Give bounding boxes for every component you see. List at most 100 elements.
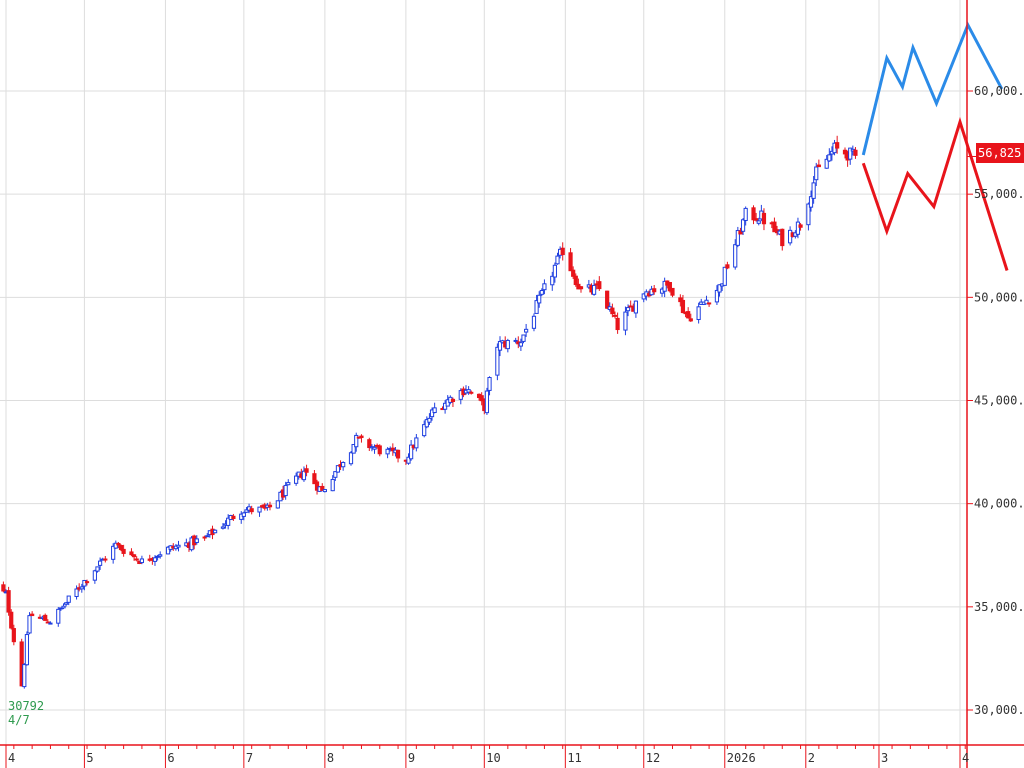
y-tick-label: 55,000. (974, 187, 1024, 201)
candle-down (754, 218, 759, 221)
candle-up (743, 207, 748, 221)
low-price-annotation: 30792 (8, 699, 45, 713)
candle-up (61, 605, 66, 609)
y-tick-label: 45,000. (974, 394, 1024, 408)
candle-up (484, 390, 490, 414)
candle-up (155, 555, 160, 558)
candle-up (513, 339, 518, 342)
candle-up (82, 579, 87, 587)
candle-down (320, 485, 325, 491)
candle-down (560, 247, 565, 256)
candle-up (351, 443, 356, 454)
candle-up (552, 264, 557, 278)
x-tick-label: 11 (567, 751, 581, 765)
candle-up (205, 535, 210, 538)
candle-down (680, 299, 686, 314)
candle-down (450, 398, 456, 403)
candle-up (113, 542, 118, 549)
candle-down (314, 481, 320, 491)
candle-up (74, 588, 79, 598)
candle-up (662, 280, 667, 292)
candle-up (537, 294, 542, 304)
candle-down (6, 590, 11, 613)
candle-down (568, 252, 573, 272)
candle-up (212, 529, 218, 534)
candle-up (95, 566, 100, 572)
candle-up (733, 244, 738, 268)
candle-up (333, 471, 338, 478)
candle-down (835, 142, 840, 149)
candle-up (244, 509, 249, 513)
candle-up (555, 255, 560, 265)
candle-down (578, 286, 584, 290)
candle-up (497, 340, 503, 351)
candle-up (241, 512, 246, 517)
candle-down (129, 551, 134, 556)
candle-up (294, 475, 299, 484)
candle-up (97, 560, 103, 566)
x-tick-label: 4 (8, 751, 15, 765)
candle-up (717, 284, 722, 293)
candle-down (43, 614, 48, 621)
candle-down (469, 391, 474, 394)
candle-down (9, 611, 14, 629)
candle-up (827, 154, 832, 162)
candle-up (633, 300, 639, 314)
candle-up (301, 470, 307, 481)
candle-down (116, 542, 121, 546)
candle-down (610, 307, 615, 315)
candle-down (798, 224, 803, 228)
candle-up (487, 377, 492, 391)
candle-down (390, 447, 395, 452)
candle-up (79, 586, 84, 590)
candle-down (615, 317, 620, 331)
candle-up (354, 434, 359, 448)
candle-up (591, 284, 597, 295)
x-tick-label: 7 (246, 751, 253, 765)
candle-down (359, 435, 364, 439)
candle-up (111, 545, 116, 560)
forecast-line-1 (861, 21, 1004, 156)
candle-up (704, 299, 709, 305)
candle-down (678, 297, 683, 303)
candle-up (24, 634, 30, 666)
candle-down (816, 164, 821, 168)
x-tick-label: 12 (646, 751, 660, 765)
candle-down (706, 302, 712, 305)
candle-up (48, 622, 53, 625)
candle-up (22, 664, 27, 688)
candle-up (220, 526, 226, 529)
candle-down (103, 558, 108, 561)
candle-down (686, 311, 691, 319)
forecast-lines (861, 21, 1009, 271)
candle-up (542, 283, 547, 291)
candle-down (725, 264, 730, 269)
candle-down (134, 558, 139, 561)
candle-down (231, 515, 236, 520)
candle-up (539, 290, 544, 295)
candle-up (735, 230, 740, 246)
candle-down (395, 449, 401, 459)
candle-up (531, 315, 537, 329)
low-date-annotation: 4/7 (8, 713, 30, 727)
candle-up (341, 461, 346, 468)
candle-down (652, 288, 657, 293)
x-tick-label: 2 (808, 751, 815, 765)
candle-up (226, 517, 231, 526)
candle-up (806, 203, 811, 226)
candle-up (194, 538, 199, 543)
candle-up (56, 608, 61, 624)
candle-up (322, 489, 327, 493)
y-tick-label: 35,000. (974, 600, 1024, 614)
candle-down (84, 581, 90, 584)
candle-up (283, 484, 288, 497)
candle-down (571, 269, 576, 277)
candle-up (814, 166, 819, 181)
candle-up (550, 275, 555, 286)
candle-up (432, 407, 437, 413)
candle-up (524, 328, 529, 333)
candle-down (772, 221, 777, 233)
candle-up (286, 482, 291, 486)
candle-up (623, 311, 628, 331)
